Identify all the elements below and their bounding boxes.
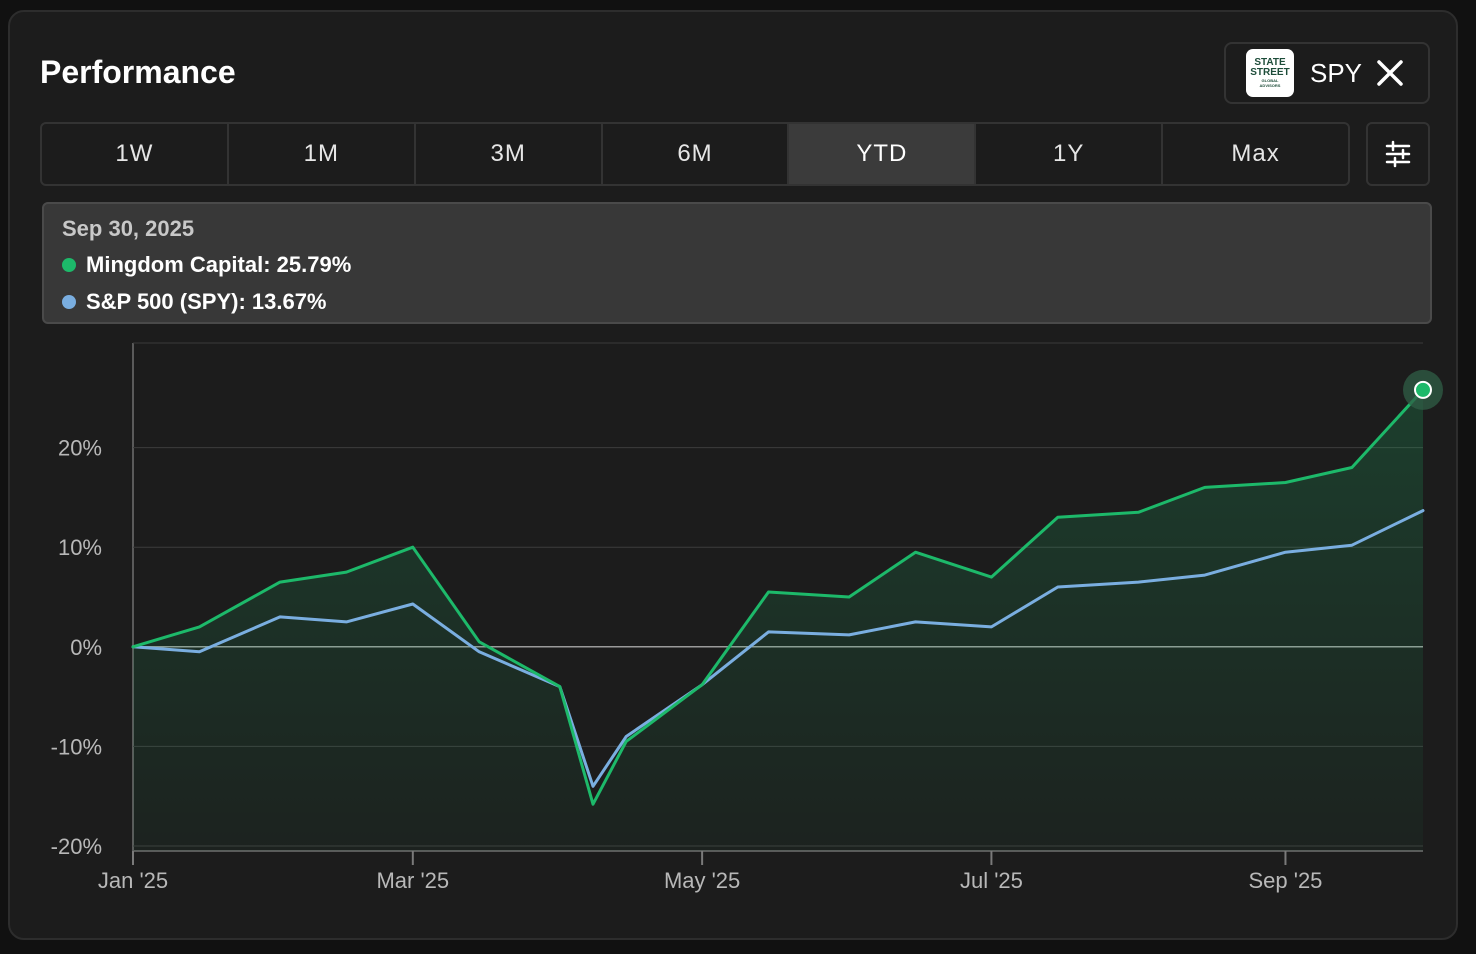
tooltip-label: S&P 500 (SPY): 13.67% <box>86 289 327 314</box>
tooltip-label: Mingdom Capital: 25.79% <box>86 252 352 277</box>
series-line <box>131 388 1425 806</box>
y-tick-label: 10% <box>58 535 102 560</box>
series-area <box>133 389 1423 851</box>
settings-button[interactable] <box>1366 122 1430 186</box>
tab-3m[interactable]: 3M <box>416 124 603 184</box>
close-icon[interactable] <box>1374 57 1406 89</box>
x-tick-label: Jan '25 <box>98 868 168 893</box>
hover-marker <box>1414 380 1432 399</box>
tooltip-row-benchmark: S&P 500 (SPY): 13.67% <box>62 289 327 315</box>
page-title: Performance <box>40 54 236 90</box>
tab-6m[interactable]: 6M <box>603 124 790 184</box>
tooltip-date: Sep 30, 2025 <box>62 216 195 241</box>
time-range-tabs: 1W 1M 3M 6M YTD 1Y Max <box>40 122 1350 186</box>
tab-ytd[interactable]: YTD <box>789 124 977 184</box>
y-tick-label: -20% <box>51 834 102 859</box>
y-tick-label: 20% <box>58 436 102 461</box>
state-street-logo: STATE STREET GLOBAL ADVISORS <box>1246 49 1294 97</box>
series-dot <box>62 258 76 272</box>
tab-max[interactable]: Max <box>1231 140 1280 167</box>
y-tick-label: 0% <box>70 635 102 660</box>
x-tick-label: Jul '25 <box>960 868 1023 893</box>
chart-tooltip: Sep 30, 2025 Mingdom Capital: 25.79% S&P… <box>42 202 1432 324</box>
benchmark-ticker: SPY <box>1310 57 1363 88</box>
tab-1m[interactable]: 1M <box>229 124 416 184</box>
series-dot <box>62 295 76 309</box>
tooltip-row-portfolio: Mingdom Capital: 25.79% <box>62 252 351 278</box>
series-line <box>131 509 1425 788</box>
y-tick-label: -10% <box>51 734 102 759</box>
sliders-icon <box>1385 140 1411 168</box>
tab-1y[interactable]: 1Y <box>976 124 1164 184</box>
benchmark-chip[interactable]: STATE STREET GLOBAL ADVISORS SPY <box>1224 42 1430 104</box>
x-tick-label: Sep '25 <box>1248 868 1322 893</box>
x-tick-label: May '25 <box>664 868 740 893</box>
tab-1w[interactable]: 1W <box>42 124 229 184</box>
x-tick-label: Mar '25 <box>376 868 449 893</box>
